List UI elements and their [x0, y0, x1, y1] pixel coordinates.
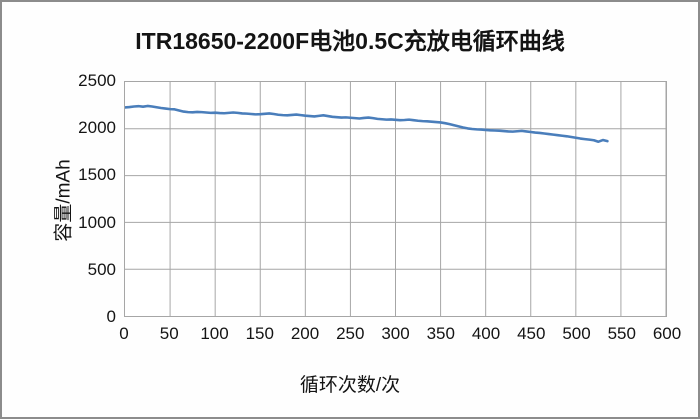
y-axis-tick-label: 2500	[78, 71, 116, 90]
y-axis-tick-labels: 0 500 1000 1500 2000 2500	[52, 71, 116, 326]
x-axis-tick-label: 600	[652, 324, 682, 343]
plot-area	[124, 81, 667, 317]
y-axis-tick-label: 1000	[78, 212, 116, 232]
y-axis-title-container: 容量/mAh	[22, 81, 75, 317]
x-axis-tick-label: 0	[119, 324, 129, 343]
y-axis-tick-label: 0	[106, 307, 116, 326]
x-axis-tick-label: 150	[245, 324, 274, 343]
plot-svg	[125, 82, 666, 316]
x-axis-title: 循环次数/次	[299, 375, 401, 396]
y-axis-tick-label: 500	[87, 259, 116, 279]
x-axis-tick-label: 550	[607, 324, 636, 343]
x-axis-tick-label: 500	[562, 324, 591, 343]
x-axis-tick-label: 250	[336, 324, 365, 343]
x-axis-tick-label: 100	[200, 324, 229, 343]
x-axis-tick-label: 350	[426, 324, 455, 343]
horizontal-gridlines	[125, 128, 666, 270]
capacity-series-line	[125, 104, 609, 144]
x-axis-tick-label: 400	[471, 324, 501, 343]
vertical-gridlines	[169, 82, 666, 316]
y-axis-tick-label: 1500	[78, 165, 116, 185]
x-axis-tick-label: 200	[290, 324, 320, 343]
x-axis-tick-label: 450	[517, 324, 546, 343]
x-axis-tick-label: 300	[381, 324, 410, 343]
x-axis-tick-label: 50	[159, 324, 179, 343]
y-axis-tick-label: 2000	[78, 118, 116, 138]
x-axis-tick-labels: 0 50 100 150 200 250 300 350 400 450 500 550 600	[119, 324, 681, 350]
chart-title: ITR18650-2200F电池0.5C充放电循环曲线	[135, 28, 565, 54]
